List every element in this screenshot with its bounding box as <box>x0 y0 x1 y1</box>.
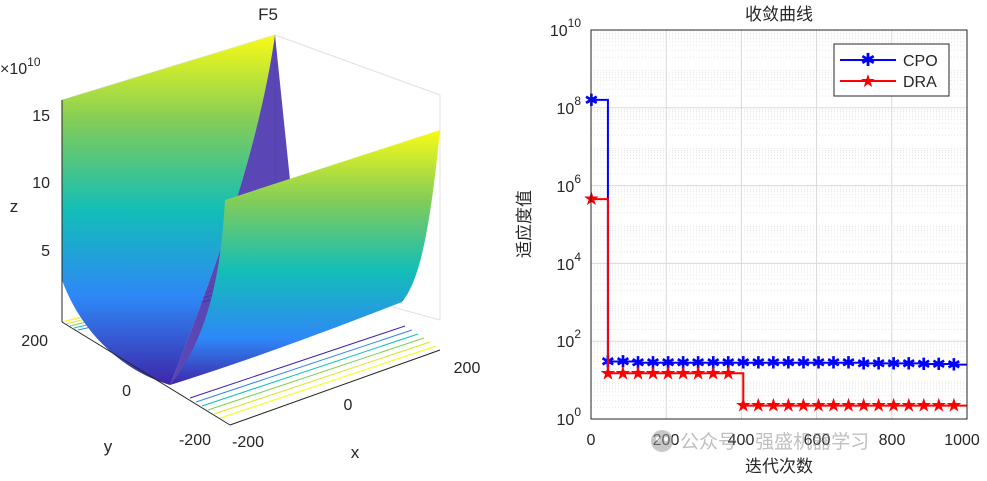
series-line-cpo <box>591 98 967 366</box>
data-point-cpo: ✱ <box>676 354 690 373</box>
legend-label-cpo: CPO <box>903 53 938 70</box>
surface-plot: F5 <box>0 5 480 462</box>
legend-label-dra: DRA <box>903 74 937 91</box>
data-point-cpo: ✱ <box>691 354 705 373</box>
z-axis-multiplier: ×1010 <box>0 55 41 78</box>
watermark: 公众号 · 强盛机器学习 <box>651 430 869 453</box>
data-point-cpo: ✱ <box>826 354 840 373</box>
data-point-dra: ★ <box>750 396 767 417</box>
y-tick-labels: 100 102 104 106 108 1010 <box>550 16 581 429</box>
data-point-cpo: ✱ <box>766 354 780 373</box>
data-point-cpo: ✱ <box>706 354 720 373</box>
data-point-dra: ★ <box>900 396 917 417</box>
y-tick-label: 106 <box>557 172 582 196</box>
data-point-dra: ★ <box>945 396 962 417</box>
data-point-cpo: ✱ <box>917 355 931 374</box>
data-point-cpo: ✱ <box>932 355 946 374</box>
data-point-dra: ★ <box>810 396 827 417</box>
x-tick-label: -200 <box>232 434 264 451</box>
data-point-cpo: ✱ <box>872 354 886 373</box>
data-point-dra: ★ <box>825 396 842 417</box>
data-point-cpo: ✱ <box>887 354 901 373</box>
data-point-cpo: ✱ <box>661 354 675 373</box>
data-point-cpo: ✱ <box>616 353 630 372</box>
data-point-dra: ★ <box>660 363 677 384</box>
legend: ✱ CPO ★ DRA <box>833 43 950 97</box>
data-point-dra: ★ <box>765 396 782 417</box>
data-point-cpo: ✱ <box>856 354 870 373</box>
x-axis-label: x <box>351 443 360 462</box>
wechat-icon <box>651 430 673 452</box>
series-line-dra <box>591 198 967 407</box>
z-tick-label: 10 <box>32 175 50 192</box>
data-point-cpo: ✱ <box>947 356 961 375</box>
data-point-cpo: ✱ <box>646 354 660 373</box>
x-tick-label: 0 <box>344 397 353 414</box>
legend-marker-dra: ★ <box>860 71 876 91</box>
data-point-dra: ★ <box>735 396 752 417</box>
x-tick-label: 0 <box>587 432 596 449</box>
y-axis-ticks: 200 0 -200 <box>21 333 211 449</box>
data-point-dra: ★ <box>705 363 722 384</box>
x-tick-label: 800 <box>879 432 906 449</box>
y-axis-label: y <box>104 437 113 456</box>
surface-right-wall <box>170 130 440 385</box>
data-point-cpo: ✱ <box>841 354 855 373</box>
y-tick-label: 100 <box>557 405 582 429</box>
data-point-dra: ★ <box>870 396 887 417</box>
x-tick-label: 200 <box>454 360 481 377</box>
x-tick-label: 400 <box>728 432 755 449</box>
convergence-ylabel: 适应度值 <box>515 190 535 258</box>
convergence-title: 收敛曲线 <box>745 5 813 25</box>
data-point-dra: ★ <box>885 396 902 417</box>
data-point-dra: ★ <box>690 363 707 384</box>
convergence-xlabel: 迭代次数 <box>745 457 813 477</box>
data-point-dra: ★ <box>855 396 872 417</box>
x-axis-ticks: -200 0 200 <box>232 360 480 451</box>
data-point-dra: ★ <box>599 363 616 384</box>
y-tick-label: 104 <box>557 250 582 274</box>
z-axis-label: z <box>10 197 19 216</box>
z-tick-label: 5 <box>41 243 50 260</box>
data-point-dra: ★ <box>629 363 646 384</box>
data-point-dra: ★ <box>614 363 631 384</box>
data-point-dra: ★ <box>645 363 662 384</box>
surface-valley-floor <box>170 35 290 385</box>
data-point-cpo: ✱ <box>902 354 916 373</box>
surface-title: F5 <box>258 5 278 24</box>
legend-marker-cpo: ✱ <box>860 50 875 70</box>
data-point-cpo: ✱ <box>721 354 735 373</box>
data-point-dra: ★ <box>840 396 857 417</box>
convergence-plot: 收敛曲线 ✱✱ ✱ ✱ ✱ ✱ ✱ ✱ ✱ ✱ ✱ ✱ ✱ ✱ ✱ ✱ ✱ ✱ ✱ ✱ ✱ ✱ ✱ ✱ ✱★★★★★★★★★★… <box>515 5 980 477</box>
y-tick-label: 1010 <box>550 16 581 40</box>
data-point-cpo: ✱ <box>811 354 825 373</box>
x-tick-label: 600 <box>804 432 831 449</box>
data-point-dra: ★ <box>675 363 692 384</box>
surface-axis-lines <box>61 100 441 426</box>
data-point-dra: ★ <box>915 396 932 417</box>
data-point-cpo: ✱ <box>751 354 765 373</box>
data-point-cpo: ✱ <box>796 354 810 373</box>
data-point-dra: ★ <box>780 396 797 417</box>
data-point-cpo: ✱ <box>631 354 645 373</box>
y-tick-label: 108 <box>557 94 582 118</box>
data-point-cpo: ✱ <box>781 354 795 373</box>
series-lines: ✱✱ ✱ ✱ ✱ ✱ ✱ ✱ ✱ ✱ ✱ ✱ ✱ ✱ ✱ ✱ ✱ ✱ ✱ ✱ ✱ ✱ ✱ ✱ ✱★★★★★★★★★★★★★★★… <box>583 91 967 417</box>
y-tick-label: 200 <box>21 333 48 350</box>
legend-box <box>833 43 950 97</box>
surface-left-wall <box>62 35 275 385</box>
y-tick-label: 0 <box>122 383 131 400</box>
data-point-dra: ★ <box>720 363 737 384</box>
y-tick-label: 102 <box>557 327 582 351</box>
data-point-dra: ★ <box>930 396 947 417</box>
y-tick-label: -200 <box>179 432 211 449</box>
watermark-text: 公众号 · 强盛机器学习 <box>680 431 869 453</box>
z-tick-label: 15 <box>32 108 50 125</box>
data-point-cpo: ✱ <box>736 354 750 373</box>
z-axis-ticks: 5 10 15 <box>32 108 50 260</box>
x-tick-label: 1000 <box>944 432 980 449</box>
plot-frame <box>590 29 968 420</box>
data-point-dra: ★ <box>795 396 812 417</box>
